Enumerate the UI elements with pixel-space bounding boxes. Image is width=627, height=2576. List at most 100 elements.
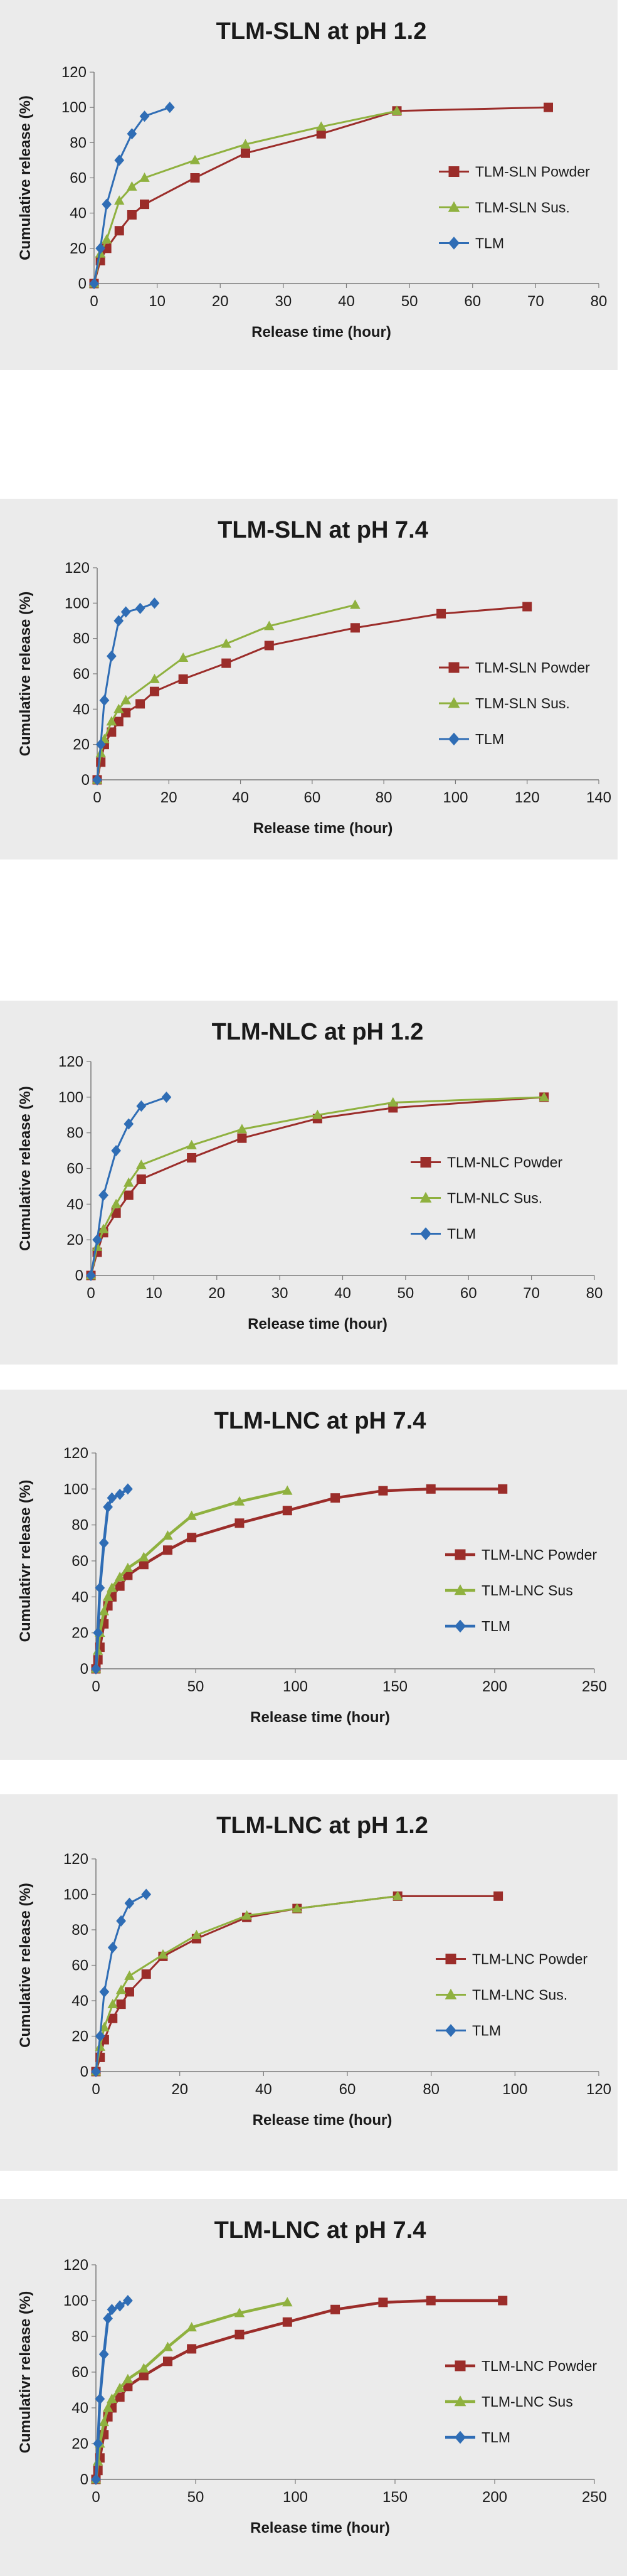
legend-label: TLM-LNC Sus <box>482 1582 573 1599</box>
data-point <box>115 1581 125 1591</box>
data-point <box>115 2392 125 2402</box>
y-tick-label: 0 <box>82 772 90 789</box>
x-tick-label: 100 <box>283 1678 308 1695</box>
data-point <box>292 1903 303 1913</box>
chart-title: TLM-NLC at pH 1.2 <box>212 1019 424 1045</box>
x-tick-label: 70 <box>523 1285 540 1302</box>
data-point <box>186 2322 197 2332</box>
x-tick-label: 30 <box>271 1285 288 1302</box>
legend-label: TLM <box>472 2023 501 2039</box>
y-axis-label: Cumulativr release (%) <box>17 2291 34 2454</box>
series-line <box>94 2299 503 2480</box>
data-point <box>498 2296 508 2306</box>
legend-label: TLM <box>482 2429 510 2446</box>
x-tick-label: 140 <box>586 789 611 806</box>
data-point <box>107 1582 117 1592</box>
chart-panel: TLM-LNC at pH 7.4 0 20 40 60 80 100 120 0 50 100 15… <box>0 1390 627 1760</box>
legend-marker <box>445 2024 456 2037</box>
x-tick-label: 120 <box>586 2081 611 2098</box>
chart-svg: TLM-LNC at pH 7.4 0 20 40 60 80 100 120 0 50 100 15… <box>17 1408 607 1726</box>
y-tick-label: 100 <box>58 1089 83 1106</box>
series-line <box>96 602 155 780</box>
legend-label: TLM-LNC Powder <box>482 1546 597 1563</box>
series <box>91 2296 508 2484</box>
y-tick-label: 40 <box>71 2400 88 2417</box>
y-tick-label: 0 <box>78 275 87 292</box>
chart-panel: TLM-SLN at pH 1.2 0 20 40 60 80 100 120 0 10 20 30 4… <box>0 0 618 370</box>
x-tick-label: 0 <box>92 2081 100 2098</box>
x-axis-label: Release time (hour) <box>250 2520 390 2536</box>
data-point <box>350 623 360 633</box>
legend-label: TLM <box>475 235 504 252</box>
y-tick-label: 100 <box>63 1481 88 1498</box>
data-point <box>95 738 106 750</box>
data-point <box>106 650 117 662</box>
y-tick-label: 20 <box>71 2028 88 2045</box>
data-point <box>98 1537 109 1549</box>
x-tick-label: 250 <box>582 2489 607 2506</box>
data-point <box>102 1591 113 1601</box>
x-tick-label: 0 <box>92 2489 100 2506</box>
legend-label: TLM-LNC Powder <box>482 2358 597 2374</box>
data-point <box>312 1109 323 1119</box>
data-point <box>123 1177 134 1187</box>
x-tick-label: 60 <box>464 293 481 310</box>
y-tick-label: 100 <box>63 1887 88 1903</box>
data-point <box>115 1488 125 1500</box>
legend-marker <box>448 201 460 212</box>
x-tick-label: 0 <box>90 293 98 310</box>
legend-marker <box>454 2395 466 2407</box>
series <box>85 1092 549 1280</box>
x-tick-label: 120 <box>515 789 540 806</box>
data-point <box>350 599 361 609</box>
data-point <box>124 1970 135 1980</box>
series <box>91 1891 503 2077</box>
data-point <box>103 1501 113 1513</box>
data-point <box>139 172 150 182</box>
y-tick-label: 120 <box>63 2257 88 2274</box>
data-point <box>187 1152 197 1163</box>
y-axis-label: Cumulative release (%) <box>17 1086 34 1251</box>
data-point <box>493 1891 503 1901</box>
legend-marker <box>420 1227 431 1240</box>
series-line <box>96 605 527 780</box>
x-tick-label: 20 <box>212 293 229 310</box>
data-point <box>136 1100 147 1112</box>
x-tick-label: 250 <box>582 1678 607 1695</box>
data-point <box>522 602 532 612</box>
legend-marker <box>420 1157 431 1168</box>
x-tick-label: 100 <box>443 789 468 806</box>
data-point <box>95 242 105 254</box>
series-line <box>90 1096 544 1276</box>
data-point <box>136 1159 147 1169</box>
data-point <box>93 1627 103 1639</box>
data-point <box>124 1190 134 1200</box>
data-point <box>136 1174 146 1184</box>
data-point <box>103 2313 113 2324</box>
legend-label: TLM-NLC Sus. <box>447 1190 542 1206</box>
legend-marker <box>455 1549 466 1560</box>
series <box>89 102 175 289</box>
data-point <box>123 1483 133 1495</box>
data-point <box>282 1485 293 1495</box>
chart-svg: TLM-NLC at pH 1.2 0 20 40 60 80 100 120 0 10 20 30 4… <box>17 1019 603 1333</box>
y-tick-label: 60 <box>71 1957 88 1974</box>
data-point <box>127 181 137 191</box>
data-point <box>162 2356 172 2366</box>
legend-marker <box>419 1191 432 1203</box>
data-point <box>106 716 117 726</box>
data-point <box>139 2363 149 2373</box>
data-point <box>135 602 145 614</box>
legend-label: TLM <box>447 1226 476 1242</box>
data-point <box>141 1969 151 1979</box>
y-axis-label: Cumulative release (%) <box>17 1883 34 2048</box>
chart-svg: TLM-SLN at pH 1.2 0 20 40 60 80 100 120 0 10 20 30 4… <box>17 18 607 341</box>
data-point <box>124 1987 134 1997</box>
data-point <box>149 673 160 683</box>
y-axis-label: Cumulative release (%) <box>17 95 34 260</box>
y-tick-label: 80 <box>71 2328 88 2345</box>
series <box>90 2297 293 2484</box>
legend-marker <box>455 2360 466 2371</box>
data-point <box>234 1518 245 1528</box>
data-point <box>86 1270 96 1281</box>
